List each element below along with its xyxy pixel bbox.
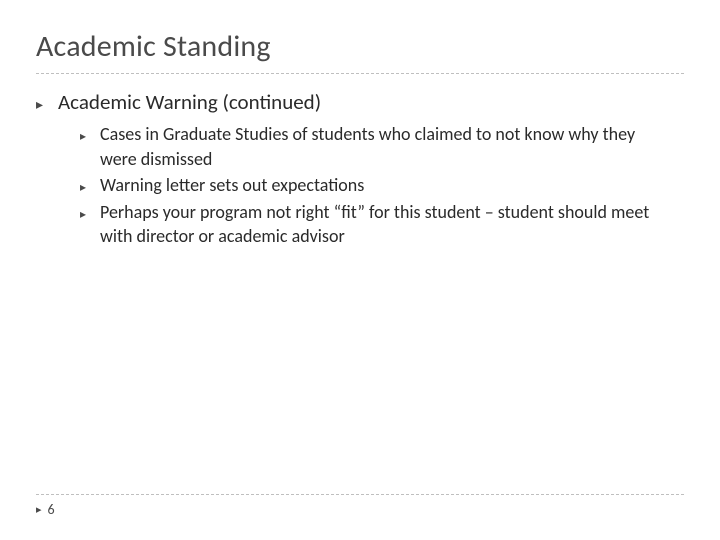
triangle-bullet-icon: ▸ <box>80 125 100 147</box>
slide-content: ▸ Academic Warning (continued) ▸ Cases i… <box>36 88 684 249</box>
slide-title: Academic Standing <box>36 28 684 74</box>
subtitle-text: Academic Warning (continued) <box>58 88 321 116</box>
list-item: ▸ Warning letter sets out expectations <box>80 173 684 198</box>
triangle-bullet-icon: ▸ <box>36 92 58 116</box>
page-number: 6 <box>48 501 55 518</box>
triangle-bullet-icon: ▸ <box>36 503 42 516</box>
triangle-bullet-icon: ▸ <box>80 176 100 198</box>
subtitle-row: ▸ Academic Warning (continued) <box>36 88 684 116</box>
list-item: ▸ Perhaps your program not right “fit” f… <box>80 200 684 249</box>
list-item-text: Perhaps your program not right “fit” for… <box>100 200 660 249</box>
list-item: ▸ Cases in Graduate Studies of students … <box>80 122 684 171</box>
triangle-bullet-icon: ▸ <box>80 203 100 225</box>
slide-footer: ▸ 6 <box>36 494 684 518</box>
list-item-text: Cases in Graduate Studies of students wh… <box>100 122 660 171</box>
slide: Academic Standing ▸ Academic Warning (co… <box>0 0 720 540</box>
bullet-list: ▸ Cases in Graduate Studies of students … <box>80 122 684 248</box>
list-item-text: Warning letter sets out expectations <box>100 173 364 197</box>
